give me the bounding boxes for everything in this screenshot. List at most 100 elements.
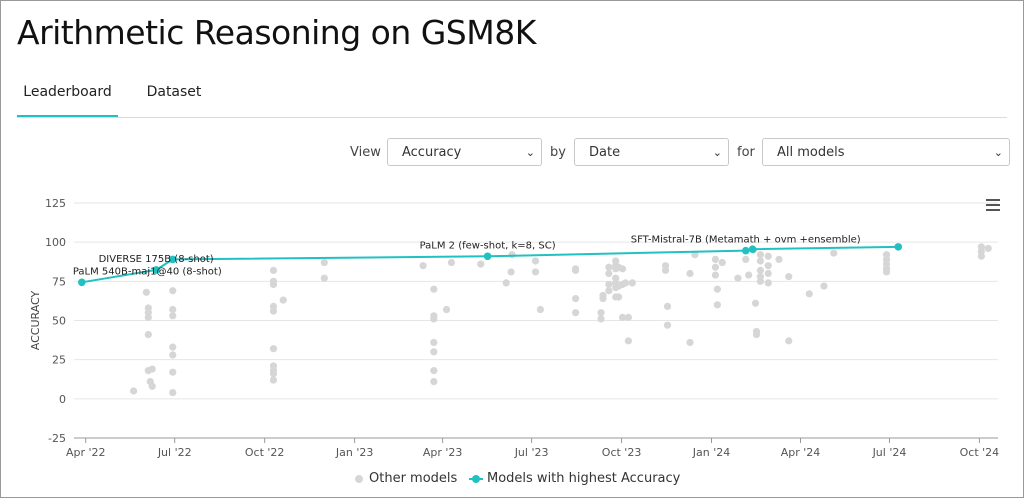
other-model-point[interactable] [756,251,765,259]
other-model-point[interactable] [764,262,772,270]
other-model-point[interactable] [628,279,636,287]
other-model-point[interactable] [764,252,772,260]
best-model-point[interactable] [152,266,160,274]
tab-dataset[interactable]: Dataset [146,84,202,100]
other-model-point[interactable] [785,273,793,281]
other-model-point[interactable] [764,279,772,287]
other-model-point[interactable] [169,343,177,351]
other-model-point[interactable] [605,287,613,295]
best-model-point[interactable] [168,255,177,264]
other-model-point[interactable] [430,285,438,293]
other-model-point[interactable] [502,279,510,287]
other-model-point[interactable] [711,255,720,263]
other-model-point[interactable] [691,251,699,259]
other-model-point[interactable] [572,309,580,317]
other-model-point[interactable] [536,305,545,314]
other-model-point[interactable] [661,266,670,274]
other-model-point[interactable] [599,291,607,300]
other-model-point[interactable] [742,255,750,263]
other-model-point[interactable] [618,313,627,321]
other-model-point[interactable] [430,348,438,356]
other-model-point[interactable] [169,388,177,397]
other-model-point[interactable] [618,265,627,273]
other-model-point[interactable] [713,285,721,293]
best-model-point[interactable] [741,246,750,255]
other-model-point[interactable] [597,315,605,323]
other-model-point[interactable] [663,321,672,329]
other-model-point[interactable] [442,305,451,314]
other-model-point[interactable] [882,268,891,276]
other-model-point[interactable] [718,258,726,267]
other-model-point[interactable] [269,370,278,378]
other-model-point[interactable] [756,257,765,265]
view-select[interactable]: Accuracy ⌄ [387,138,542,166]
other-model-point[interactable] [805,290,813,298]
other-model-point[interactable] [148,365,156,373]
other-model-point[interactable] [605,280,613,289]
other-model-point[interactable] [130,387,138,395]
other-model-point[interactable] [142,288,150,296]
other-model-point[interactable] [169,287,177,295]
other-model-point[interactable] [169,351,177,359]
tab-leaderboard[interactable]: Leaderboard [17,77,118,117]
other-model-point[interactable] [507,268,515,276]
other-model-point[interactable] [148,382,156,390]
other-model-point[interactable] [320,274,328,282]
other-model-point[interactable] [711,263,720,271]
other-model-point[interactable] [430,338,438,347]
other-model-point[interactable] [977,252,985,260]
other-model-point[interactable] [269,266,278,274]
other-model-point[interactable] [745,271,753,279]
other-model-point[interactable] [615,293,623,301]
other-model-point[interactable] [269,376,278,384]
legend-item-other-models[interactable]: Other models [355,471,457,486]
other-model-point[interactable] [984,244,992,253]
other-model-point[interactable] [430,378,438,386]
other-model-point[interactable] [269,280,278,289]
other-model-point[interactable] [756,266,765,274]
other-model-point[interactable] [430,315,438,323]
other-model-point[interactable] [820,282,828,290]
other-model-point[interactable] [751,299,760,307]
other-model-point[interactable] [477,260,485,268]
other-model-point[interactable] [144,331,152,339]
other-model-point[interactable] [597,309,605,317]
other-model-point[interactable] [624,337,633,345]
best-model-point[interactable] [894,243,903,251]
other-model-point[interactable] [775,255,783,263]
other-model-point[interactable] [320,258,328,267]
other-model-point[interactable] [279,296,287,304]
other-model-point[interactable] [752,331,761,339]
other-model-point[interactable] [269,307,278,315]
other-model-point[interactable] [624,313,633,321]
best-model-point[interactable] [748,245,757,254]
other-model-point[interactable] [531,268,540,276]
other-model-point[interactable] [785,337,793,345]
other-model-point[interactable] [711,271,720,279]
other-model-point[interactable] [531,257,540,265]
best-model-point[interactable] [483,252,492,261]
for-select[interactable]: All models ⌄ [762,138,1010,166]
other-model-point[interactable] [269,345,278,353]
other-model-point[interactable] [572,294,580,303]
other-model-point[interactable] [830,249,838,257]
other-model-point[interactable] [169,368,177,376]
other-model-point[interactable] [419,262,427,270]
other-model-point[interactable] [734,274,742,282]
other-model-point[interactable] [144,313,152,321]
chart-menu-icon[interactable] [986,199,1000,211]
other-model-point[interactable] [713,301,721,309]
other-model-point[interactable] [447,258,456,267]
other-model-point[interactable] [686,269,694,278]
other-model-point[interactable] [508,251,516,259]
other-model-point[interactable] [764,269,772,278]
other-model-point[interactable] [169,312,177,320]
other-model-point[interactable] [605,269,613,278]
other-model-point[interactable] [756,277,765,285]
legend-item-best-models[interactable]: Models with highest Accuracy [469,471,680,486]
other-model-point[interactable] [430,367,438,375]
other-model-point[interactable] [169,305,177,314]
other-model-point[interactable] [605,263,613,271]
by-select[interactable]: Date ⌄ [574,138,729,166]
other-model-point[interactable] [572,266,580,274]
